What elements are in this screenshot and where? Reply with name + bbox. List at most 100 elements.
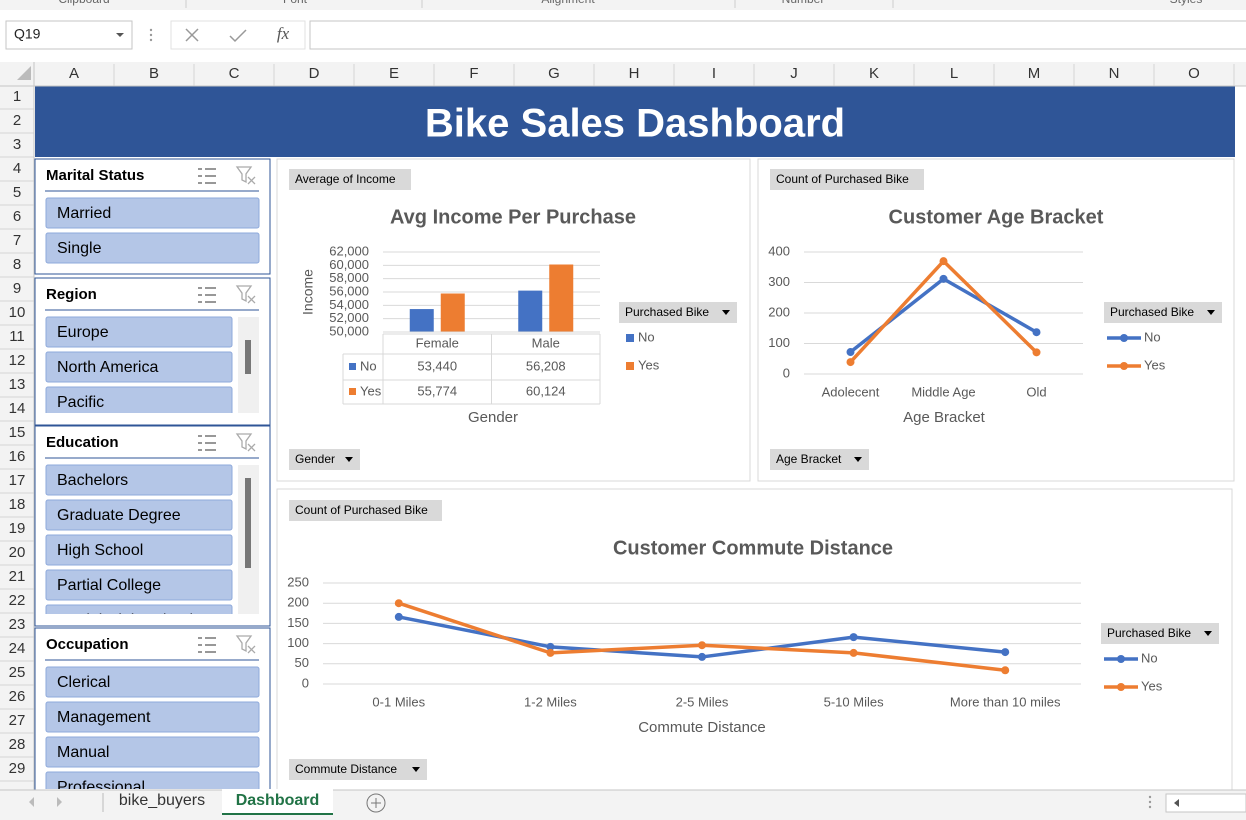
row-header[interactable]: 28 [9,736,26,753]
function-button[interactable]: fx [277,24,290,43]
tab-scroll-right[interactable] [57,797,62,807]
slicer-item[interactable] [45,736,260,768]
legend-button-arrow[interactable] [722,310,730,315]
select-all[interactable] [17,66,31,80]
row-header[interactable]: 17 [9,472,26,489]
row-header[interactable]: 14 [9,400,26,417]
filter-button-arrow[interactable] [345,457,353,462]
slicer-item[interactable] [45,351,233,383]
slicer-item[interactable] [45,499,233,531]
slicer-item[interactable] [45,232,260,264]
slicer-scroll-thumb[interactable] [245,478,251,568]
row-header[interactable]: 4 [13,160,21,177]
filter-button[interactable] [289,449,360,470]
scrollbar-left-arrow[interactable] [1174,799,1179,807]
slicer-item[interactable] [45,604,233,635]
row-header[interactable]: 5 [13,184,21,201]
row-header[interactable]: 22 [9,592,26,609]
row-header[interactable]: 27 [9,712,26,729]
row-header[interactable]: 24 [9,640,26,657]
row-header[interactable]: 21 [9,568,26,585]
slicer-item[interactable] [45,534,233,566]
slicer-scroll-thumb[interactable] [245,340,251,374]
row-header[interactable]: 15 [9,424,26,441]
horizontal-scrollbar[interactable] [1165,793,1246,813]
clear-filter-icon[interactable] [235,166,256,185]
legend-button[interactable] [1104,302,1222,323]
multi-select-icon[interactable] [198,287,216,303]
slicer-item[interactable] [45,666,260,698]
cancel-button[interactable] [185,28,199,42]
clear-filter-icon[interactable] [235,285,256,304]
clear-filter-icon[interactable] [235,433,256,452]
field-button[interactable] [770,169,924,190]
row-header[interactable]: 6 [13,208,21,225]
clear-filter-icon[interactable] [235,635,256,654]
row-header[interactable]: 23 [9,616,26,633]
row-header[interactable]: 20 [9,544,26,561]
tab-scroll-left[interactable] [29,797,34,807]
row-header[interactable]: 18 [9,496,26,513]
slicer-item[interactable] [45,316,233,348]
row-header[interactable]: 19 [9,520,26,537]
column-header[interactable]: O [1188,65,1200,82]
slicer-item[interactable] [45,701,260,733]
legend-button-arrow[interactable] [1207,310,1215,315]
slicer-item[interactable] [45,771,260,802]
slicer-item-label: Bachelors [57,472,128,489]
filter-button[interactable] [770,449,869,470]
column-header[interactable]: L [950,65,958,82]
new-sheet-button[interactable] [366,793,386,813]
field-button-label: Count of Purchased Bike [295,503,428,517]
name-box[interactable] [5,20,133,50]
enter-button[interactable] [229,29,247,43]
filter-button-arrow[interactable] [854,457,862,462]
column-header[interactable]: B [149,65,159,82]
column-header[interactable]: A [69,65,79,82]
row-header[interactable]: 9 [13,280,21,297]
row-header[interactable]: 12 [9,352,26,369]
legend-button-arrow[interactable] [1204,631,1212,636]
sheet-tab-active[interactable] [222,789,333,815]
row-header[interactable]: 25 [9,664,26,681]
column-header[interactable]: F [469,65,478,82]
legend-button[interactable] [619,302,737,323]
formula-input[interactable] [309,20,1246,50]
legend-button[interactable] [1101,623,1219,644]
row-header[interactable]: 11 [9,328,25,345]
row-header[interactable]: 1 [13,88,21,105]
row-header[interactable]: 10 [9,304,26,321]
slicer-item[interactable] [45,386,233,417]
row-header[interactable]: 29 [9,760,26,777]
filter-button[interactable] [289,759,427,780]
slicer-item[interactable] [45,569,233,601]
column-header[interactable]: H [629,65,640,82]
column-header[interactable]: K [869,65,879,82]
column-header[interactable]: N [1109,65,1120,82]
slicer-item[interactable] [45,464,233,496]
name-box-dropdown[interactable] [116,33,124,37]
multi-select-icon[interactable] [198,435,216,451]
row-header[interactable]: 3 [13,136,21,153]
column-header[interactable]: G [548,65,560,82]
multi-select-icon[interactable] [198,168,216,184]
column-header[interactable]: J [790,65,798,82]
row-header[interactable]: 7 [13,232,21,249]
column-header[interactable]: C [229,65,240,82]
sheet-tab[interactable]: Dashboard [236,792,320,809]
slicer-item[interactable] [45,197,260,229]
multi-select-icon[interactable] [198,637,216,653]
row-header[interactable]: 16 [9,448,26,465]
column-header[interactable]: I [712,65,716,82]
column-header[interactable]: D [309,65,320,82]
row-header[interactable]: 13 [9,376,26,393]
row-header[interactable]: 8 [13,256,21,273]
sheet-tab[interactable]: bike_buyers [119,792,205,809]
column-header[interactable]: E [389,65,399,82]
field-button[interactable] [289,169,411,190]
filter-button-arrow[interactable] [412,767,420,772]
field-button[interactable] [289,500,442,521]
row-header[interactable]: 26 [9,688,26,705]
column-header[interactable]: M [1028,65,1041,82]
row-header[interactable]: 2 [13,112,21,129]
